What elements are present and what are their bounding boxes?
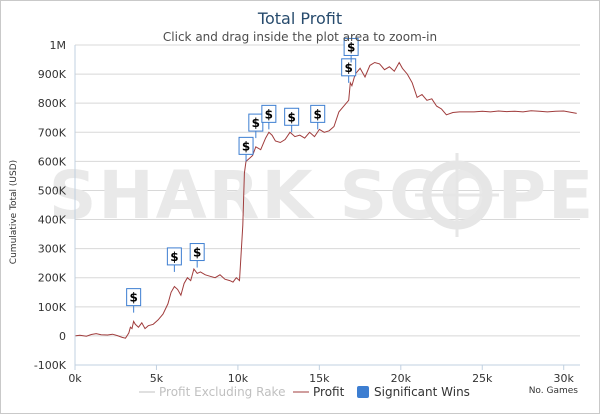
legend-item[interactable]: Profit	[293, 385, 345, 399]
significant-win-flag[interactable]: $	[310, 104, 326, 130]
legend-label: Significant Wins	[374, 385, 470, 399]
y-tick-label: 100K	[38, 301, 67, 314]
y-tick-label: 400K	[38, 214, 67, 227]
significant-win-label: $	[170, 250, 178, 264]
x-tick-label: 15k	[309, 372, 330, 385]
y-tick-label: 700K	[38, 126, 67, 139]
y-tick-label: -100K	[34, 359, 67, 372]
y-tick-label: 600K	[38, 155, 67, 168]
y-tick-label: 1M	[50, 39, 67, 52]
x-tick-label: 25k	[472, 372, 493, 385]
chart-title: Total Profit	[257, 9, 342, 28]
x-axis-tick-labels: 0k 5k 10k 15k 20k 25k 30k	[68, 372, 574, 385]
y-tick-label: 900K	[38, 68, 67, 81]
chart-subtitle: Click and drag inside the plot area to z…	[163, 30, 437, 44]
plot-background[interactable]	[75, 45, 580, 365]
significant-win-label: $	[252, 116, 260, 130]
y-tick-label: 500K	[38, 184, 67, 197]
legend-item[interactable]: Significant Wins	[357, 385, 470, 399]
series	[74, 61, 577, 339]
legend-item[interactable]: Profit Excluding Rake	[139, 385, 285, 399]
significant-win-flag[interactable]: $	[261, 104, 277, 130]
significant-win-flag[interactable]: $	[343, 37, 359, 63]
y-axis-label: Cumulative Total (USD)	[9, 160, 19, 264]
significant-win-label: $	[347, 40, 355, 54]
y-tick-label: 300K	[38, 243, 67, 256]
legend-symbol	[357, 386, 369, 398]
significant-win-flag[interactable]: $	[189, 243, 205, 268]
axes	[74, 45, 580, 370]
legend-label: Profit Excluding Rake	[159, 385, 285, 399]
significant-win-label: $	[344, 61, 352, 75]
significant-win-flag[interactable]: $	[166, 247, 182, 272]
y-tick-label: 0	[59, 330, 66, 343]
legend: Profit Excluding Rake Profit Significant W…	[139, 385, 470, 399]
significant-win-flag[interactable]: $	[284, 107, 300, 133]
significant-win-flag[interactable]: $	[238, 136, 254, 162]
significant-win-flag[interactable]: $	[126, 288, 142, 313]
watermark-crosshair	[415, 153, 499, 237]
x-axis-label: No. Games	[529, 386, 579, 396]
x-tick-label: 10k	[228, 372, 249, 385]
x-tick-label: 20k	[391, 372, 412, 385]
significant-wins-flags: $$ $$$$ $ $$$	[126, 37, 359, 313]
x-tick-label: 5k	[150, 372, 164, 385]
significant-win-label: $	[193, 246, 201, 260]
watermark: SHARK SCOPE	[49, 157, 595, 234]
significant-win-label: $	[242, 139, 250, 153]
profit-line[interactable]	[74, 61, 577, 339]
y-tick-label: 200K	[38, 272, 67, 285]
legend-label: Profit	[313, 385, 345, 399]
y-tick-label: 800K	[38, 97, 67, 110]
significant-win-label: $	[287, 110, 295, 124]
x-tick-label: 30k	[554, 372, 575, 385]
grid	[75, 44, 580, 366]
y-axis-tick-labels: -100K 0 100K 200K 300K 400K 500K 600K 700K 800K 90…	[34, 39, 67, 372]
significant-win-label: $	[314, 107, 322, 121]
significant-win-label: $	[129, 291, 137, 305]
significant-win-label: $	[265, 107, 273, 121]
significant-win-flag[interactable]: $	[341, 58, 357, 83]
x-tick-label: 0k	[68, 372, 82, 385]
